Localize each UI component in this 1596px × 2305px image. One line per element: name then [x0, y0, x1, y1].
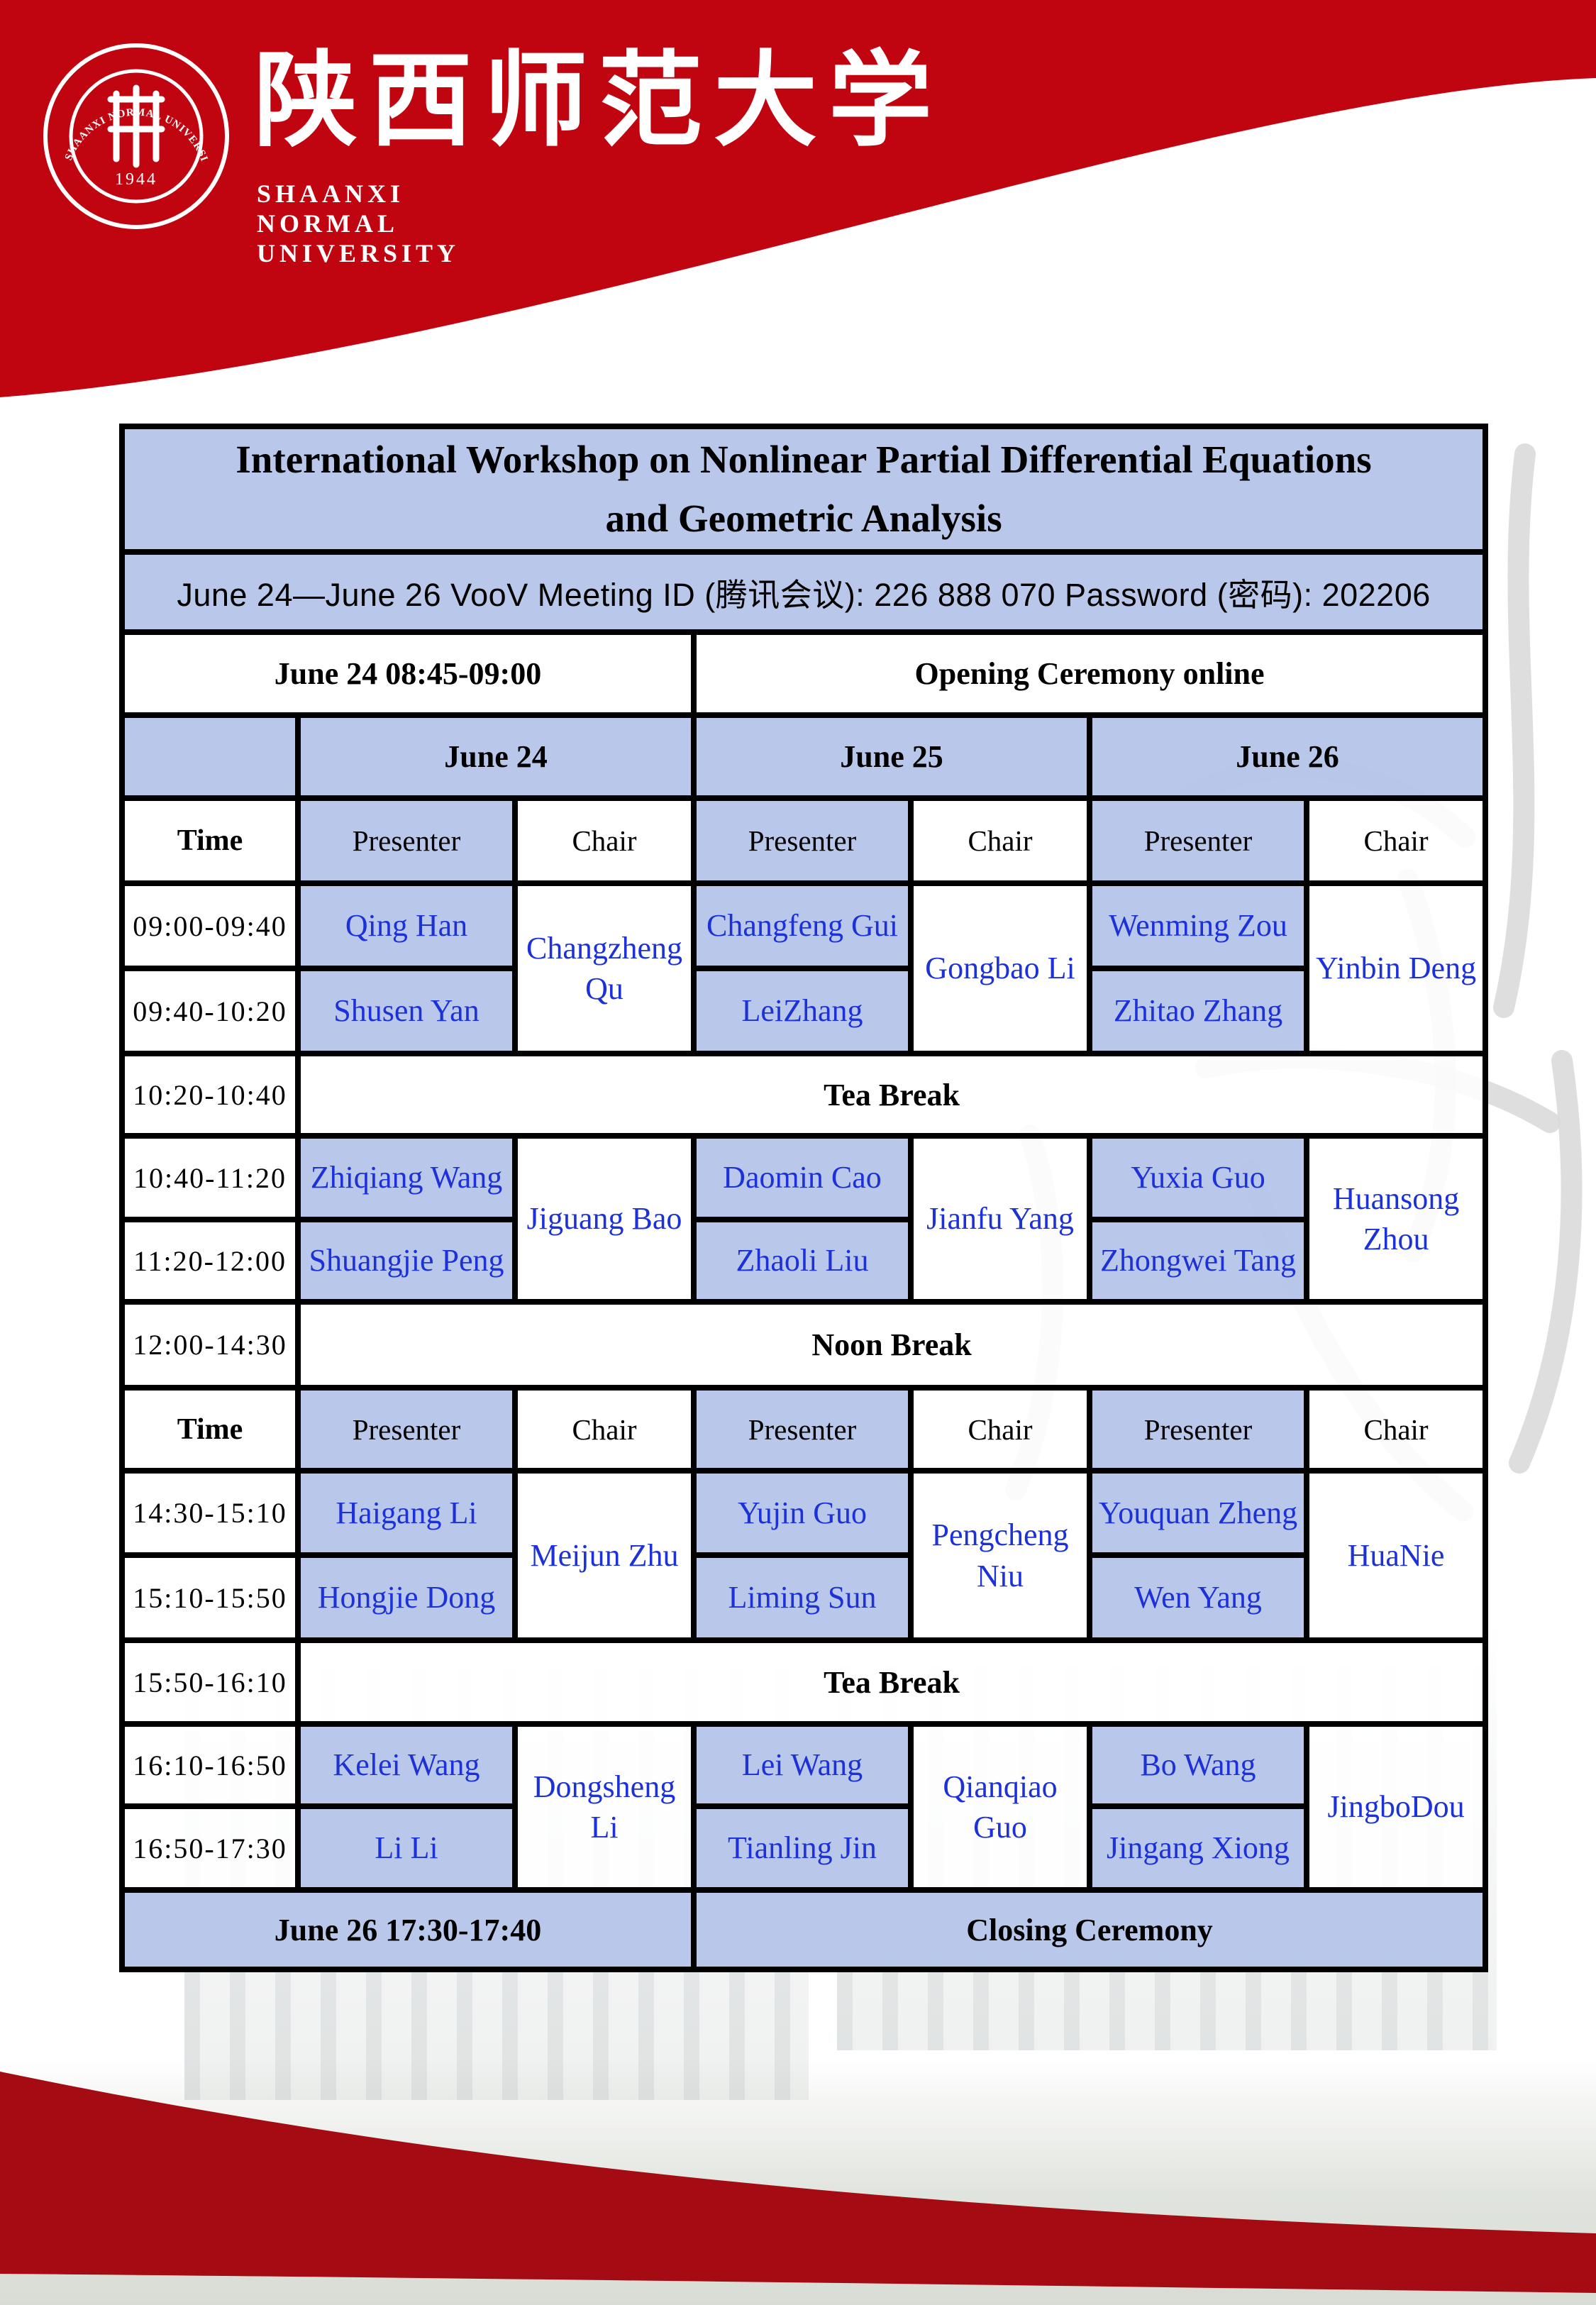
presenter-name: Wen Yang — [1087, 1552, 1309, 1643]
presenter-name: Hongjie Dong — [295, 1552, 518, 1643]
presenter-name: Lei Wang — [691, 1721, 914, 1809]
chair-name: HuaNie — [1303, 1468, 1489, 1643]
presenter-name: Daomin Cao — [691, 1133, 914, 1222]
university-name-english: SHAANXI NORMAL UNIVERSITY — [257, 179, 460, 267]
chair-name: Jiguang Bao — [512, 1133, 697, 1305]
time-slot: 10:20-10:40 — [119, 1051, 301, 1139]
time-slot: 16:10-16:50 — [119, 1721, 301, 1809]
col-header-presenter-2: Presenter — [691, 795, 914, 886]
chair-name: Pengcheng Niu — [908, 1468, 1092, 1643]
col-header-time: Time — [119, 1385, 301, 1474]
time-slot: 12:00-14:30 — [119, 1299, 301, 1391]
col-header-presenter-2: Presenter — [691, 1385, 914, 1474]
university-name-chinese: 陕西师范大学 — [254, 40, 943, 161]
col-header-chair-1: Chair — [512, 1385, 697, 1474]
time-slot: 14:30-15:10 — [119, 1468, 301, 1558]
chair-name: Changzheng Qu — [512, 880, 697, 1056]
presenter-name: Li Li — [295, 1803, 518, 1893]
presenter-name: Changfeng Gui — [691, 880, 914, 971]
time-slot: 16:50-17:30 — [119, 1803, 301, 1893]
noon-break-label: Noon Break — [294, 1299, 1489, 1391]
time-slot: 11:20-12:00 — [119, 1217, 301, 1305]
col-header-chair-3: Chair — [1303, 795, 1489, 886]
opening-time: June 24 08:45-09:00 — [119, 629, 697, 718]
day-header-june25: June 25 — [691, 712, 1092, 801]
opening-event: Opening Ceremony online — [690, 629, 1489, 718]
col-header-chair-2: Chair — [908, 1385, 1092, 1474]
chair-name: Jianfu Yang — [908, 1133, 1092, 1305]
workshop-title: International Workshop on Nonlinear Part… — [118, 424, 1489, 555]
time-slot: 09:40-10:20 — [119, 966, 301, 1056]
seal-center-glyph — [107, 84, 165, 168]
schedule-table: International Workshop on Nonlinear Part… — [118, 424, 1489, 1972]
chair-name: JingboDou — [1303, 1721, 1489, 1893]
chair-name: Yinbin Deng — [1303, 880, 1489, 1056]
chair-name: Gongbao Li — [908, 880, 1092, 1056]
chair-name: Qianqiao Guo — [908, 1721, 1092, 1893]
time-slot: 09:00-09:40 — [119, 880, 301, 971]
presenter-name: Zhitao Zhang — [1087, 966, 1309, 1056]
presenter-name: Bo Wang — [1087, 1721, 1309, 1809]
presenter-name: Zhiqiang Wang — [295, 1133, 518, 1222]
day-header-june26: June 26 — [1086, 712, 1489, 801]
meeting-info: June 24—June 26 VooV Meeting ID (腾讯会议): … — [118, 549, 1489, 635]
col-header-chair-1: Chair — [512, 795, 697, 886]
presenter-name: Zhongwei Tang — [1087, 1217, 1309, 1305]
presenter-name: Kelei Wang — [295, 1721, 518, 1809]
presenter-name: Tianling Jin — [691, 1803, 914, 1893]
col-header-presenter-3: Presenter — [1087, 1385, 1309, 1474]
presenter-name: Liming Sun — [691, 1552, 914, 1643]
chair-name: Meijun Zhu — [512, 1468, 697, 1643]
workshop-title-line2: and Geometric Analysis — [605, 496, 1002, 540]
chair-name: Dongsheng Li — [512, 1721, 697, 1893]
time-slot: 15:50-16:10 — [119, 1637, 301, 1727]
col-header-chair-2: Chair — [908, 795, 1092, 886]
presenter-name: Haigang Li — [295, 1468, 518, 1558]
day-header-june24: June 24 — [295, 712, 697, 801]
presenter-name: Qing Han — [295, 880, 518, 971]
seal-year: 1944 — [115, 170, 157, 189]
presenter-name: Yuxia Guo — [1087, 1133, 1309, 1222]
col-header-presenter-1: Presenter — [295, 1385, 518, 1474]
closing-event: Closing Ceremony — [690, 1887, 1489, 1972]
presenter-name: Shuangjie Peng — [295, 1217, 518, 1305]
presenter-name: Jingang Xiong — [1087, 1803, 1309, 1893]
col-header-presenter-3: Presenter — [1087, 795, 1309, 886]
day-header-spacer — [119, 712, 301, 801]
col-header-chair-3: Chair — [1303, 1385, 1489, 1474]
presenter-name: Zhaoli Liu — [691, 1217, 914, 1305]
workshop-title-line1: International Workshop on Nonlinear Part… — [235, 438, 1372, 481]
col-header-presenter-1: Presenter — [295, 795, 518, 886]
chair-name: Huansong Zhou — [1303, 1133, 1489, 1305]
closing-time: June 26 17:30-17:40 — [119, 1887, 697, 1972]
presenter-name: Wenming Zou — [1087, 880, 1309, 971]
time-slot: 15:10-15:50 — [119, 1552, 301, 1643]
presenter-name: Yujin Guo — [691, 1468, 914, 1558]
tea-break-label: Tea Break — [294, 1051, 1489, 1139]
presenter-name: LeiZhang — [691, 966, 914, 1056]
tea-break-label: Tea Break — [294, 1637, 1489, 1727]
time-slot: 10:40-11:20 — [119, 1133, 301, 1222]
presenter-name: Shusen Yan — [295, 966, 518, 1056]
col-header-time: Time — [119, 795, 301, 886]
university-seal-icon: 1944 SHAANXI NORMAL UNIVERSITY — [37, 37, 229, 229]
presenter-name: Youquan Zheng — [1087, 1468, 1309, 1558]
